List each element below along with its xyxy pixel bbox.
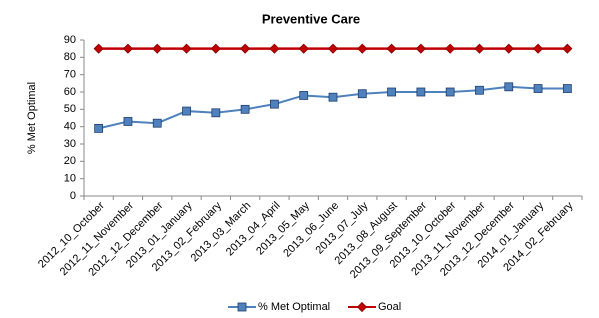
chart-title: Preventive Care: [262, 11, 360, 26]
marker: [298, 43, 309, 54]
y-tick-label: 90: [64, 34, 76, 46]
marker: [152, 43, 163, 54]
marker: [562, 43, 573, 54]
marker: [270, 99, 279, 109]
marker: [504, 82, 514, 92]
y-tick-label: 40: [64, 121, 76, 133]
y-tick-label: 30: [64, 138, 76, 150]
marker: [386, 43, 397, 54]
marker: [474, 43, 485, 54]
marker: [387, 87, 396, 97]
marker: [122, 43, 134, 54]
marker: [503, 43, 514, 54]
marker: [445, 87, 455, 97]
y-axis-title: % Met Optimal: [26, 82, 38, 154]
marker: [357, 43, 368, 54]
marker: [211, 108, 221, 118]
marker: [532, 43, 544, 54]
legend-label: % Met Optimal: [258, 301, 330, 313]
marker: [357, 89, 367, 99]
y-tick-label: 0: [70, 190, 76, 202]
marker: [299, 91, 309, 100]
y-tick-label: 20: [64, 155, 76, 167]
legend-label: Goal: [378, 301, 401, 313]
y-tick-label: 80: [64, 51, 76, 63]
marker: [152, 118, 162, 128]
marker: [475, 85, 484, 95]
marker: [123, 117, 133, 126]
y-tick-label: 70: [64, 69, 76, 81]
marker: [327, 43, 339, 54]
marker: [269, 43, 280, 54]
legend-marker: [356, 301, 368, 313]
marker: [93, 43, 104, 54]
marker: [181, 43, 192, 54]
marker: [240, 43, 251, 54]
marker: [328, 92, 338, 102]
marker: [533, 84, 543, 93]
legend-marker: [237, 302, 247, 312]
marker: [562, 84, 572, 93]
marker: [415, 43, 426, 54]
marker: [182, 106, 191, 116]
marker: [94, 124, 104, 133]
marker: [240, 104, 250, 114]
marker: [416, 87, 426, 97]
y-tick-label: 10: [64, 173, 76, 185]
marker: [210, 43, 221, 54]
y-tick-label: 60: [64, 86, 76, 98]
y-tick-label: 50: [64, 103, 76, 115]
marker: [445, 43, 456, 54]
